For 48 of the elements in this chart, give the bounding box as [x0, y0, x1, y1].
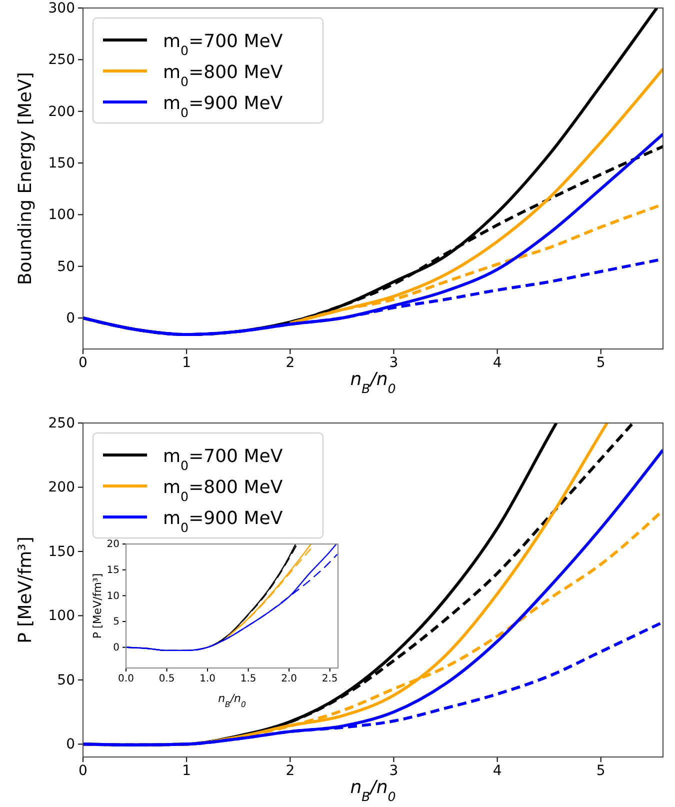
x-tick-label: 5 — [596, 354, 606, 371]
x-tick-label: 0 — [78, 354, 88, 371]
legend-label: m$_{0}$=900 MeV — [163, 508, 284, 534]
x-tick-label: 1 — [182, 354, 192, 371]
y-tick-label: 50 — [57, 672, 75, 688]
y-tick-label: 0 — [113, 642, 120, 654]
x-tick-label: 3 — [389, 354, 398, 371]
y-tick-label: 5 — [113, 616, 120, 628]
y-tick-label: 0 — [66, 736, 75, 753]
y-tick-label: 100 — [48, 608, 75, 624]
y-tick-label: 250 — [48, 415, 75, 432]
y-tick-label: 150 — [48, 155, 75, 172]
y-tick-label: 0 — [66, 310, 75, 326]
x-tick-label: 1.5 — [240, 674, 256, 685]
x-tick-label: 1 — [182, 762, 192, 779]
x-tick-label: 2 — [286, 354, 295, 371]
y-tick-label: 200 — [48, 480, 75, 496]
x-tick-label: 2.0 — [281, 674, 298, 685]
x-tick-label: 4 — [492, 354, 502, 371]
x-tick-label: 4 — [492, 762, 502, 779]
x-tick-label: 5 — [596, 762, 606, 779]
y-axis-title: P [MeV/fm³] — [91, 573, 104, 639]
x-axis-title: n$_{B}$/n$_{0}$ — [218, 692, 246, 708]
legend-label: m$_{0}$=700 MeV — [163, 31, 284, 58]
y-tick-label: 300 — [48, 0, 75, 16]
y-tick-label: 100 — [48, 207, 75, 224]
x-tick-label: 2 — [286, 762, 295, 779]
x-tick-label: 3 — [389, 762, 398, 779]
y-tick-label: 150 — [48, 544, 75, 560]
y-tick-label: 20 — [106, 539, 120, 550]
legend-label: m$_{0}$=800 MeV — [163, 62, 284, 88]
x-axis-title: n$_{B}$/n$_{0}$ — [350, 777, 396, 804]
x-axis-title: n$_{B}$/n$_{0}$ — [350, 369, 396, 396]
x-tick-label: 0.5 — [158, 674, 175, 685]
legend-label: m$_{0}$=800 MeV — [163, 477, 284, 504]
x-tick-label: 1.0 — [200, 674, 216, 685]
x-tick-label: 0 — [78, 762, 88, 779]
x-tick-label: 2.5 — [322, 674, 338, 685]
legend-label: m$_{0}$=900 MeV — [163, 93, 284, 120]
y-axis-title: Bounding Energy [MeV] — [15, 72, 36, 285]
y-tick-label: 200 — [48, 104, 75, 120]
y-tick-label: 50 — [57, 258, 75, 275]
x-tick-label: 0.0 — [118, 674, 134, 685]
legend-label: m$_{0}$=700 MeV — [163, 446, 284, 472]
y-axis-title: P [MeV/fm³] — [15, 536, 36, 644]
y-tick-label: 250 — [48, 52, 75, 68]
y-tick-label: 10 — [106, 590, 120, 602]
y-tick-label: 15 — [106, 565, 120, 576]
